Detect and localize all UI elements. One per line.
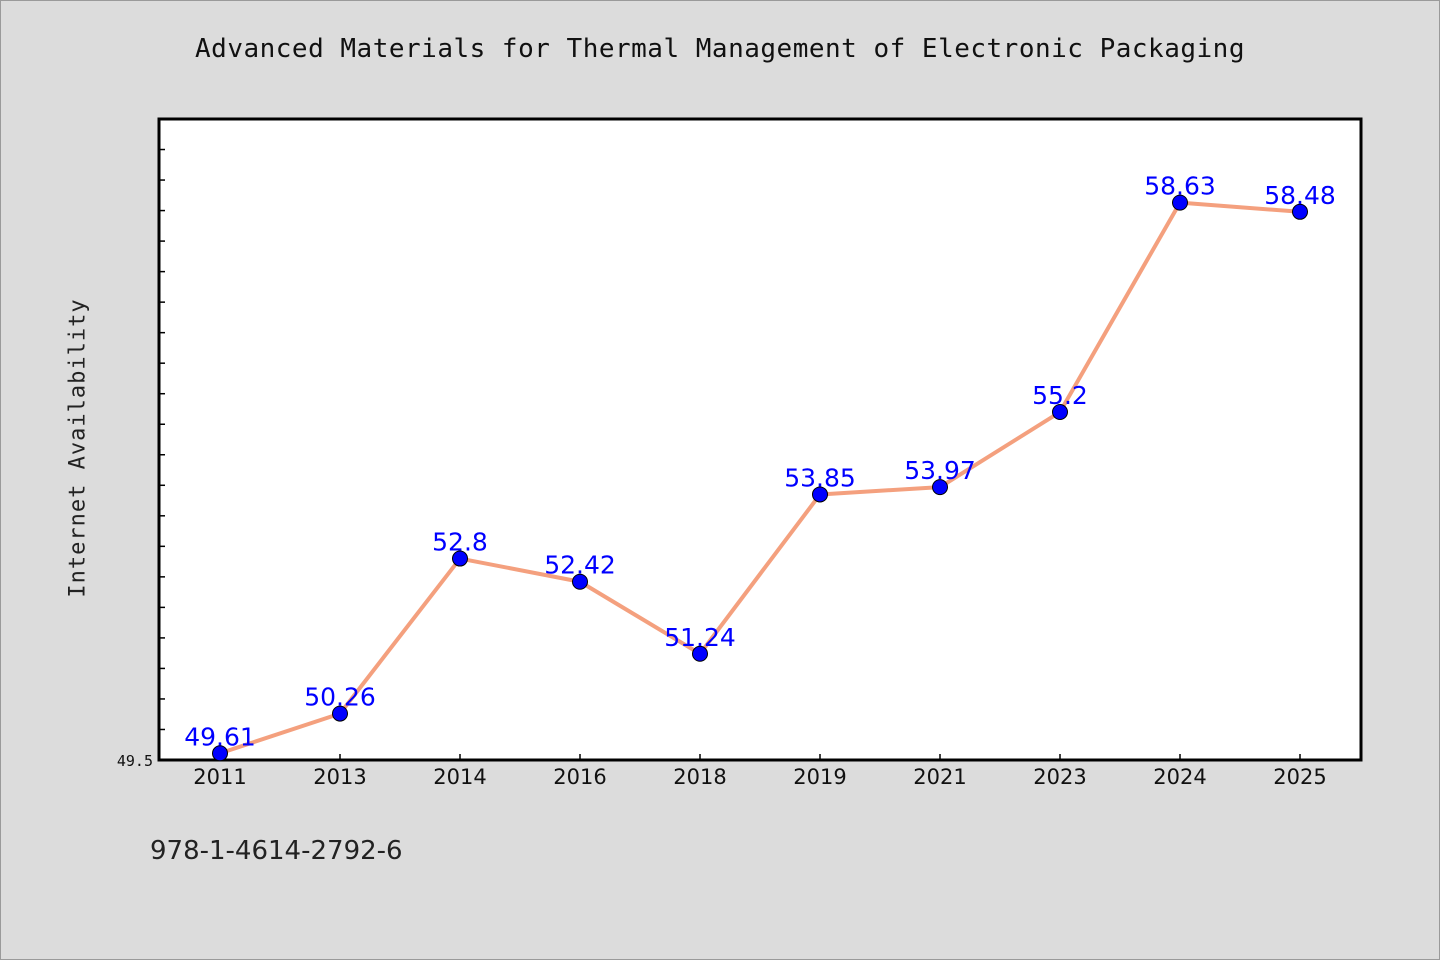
- y-axis-tick-labels: 49.5: [117, 752, 153, 770]
- plot-area: [157, 117, 1363, 762]
- x-tick-label: 2019: [793, 765, 846, 789]
- x-tick-label: 2021: [913, 765, 966, 789]
- y-axis-ticks: [159, 148, 165, 731]
- x-tick-label: 2024: [1153, 765, 1206, 789]
- data-label: 52.8: [432, 528, 488, 557]
- chart-title: Advanced Materials for Thermal Managemen…: [195, 34, 1245, 64]
- data-point: [212, 745, 228, 762]
- data-label: 50.26: [304, 683, 376, 712]
- data-point: [1292, 203, 1308, 220]
- data-point: [812, 486, 828, 503]
- x-tick-label: 2018: [673, 765, 726, 789]
- x-axis-tick-labels: 2011 2013 2014 2016 2018 2019 2021 2023 2024 2025: [193, 765, 1326, 789]
- data-point: [452, 550, 468, 567]
- data-point: [572, 573, 588, 590]
- data-point: [1172, 194, 1188, 211]
- data-label: 58.48: [1264, 181, 1336, 210]
- data-point: [692, 645, 708, 662]
- data-point: [932, 479, 948, 496]
- x-tick-label: 2023: [1033, 765, 1086, 789]
- series-lines: [219, 200, 1301, 756]
- x-tick-label: 2016: [553, 765, 606, 789]
- x-tick-label: 2025: [1273, 765, 1326, 789]
- y-tick-label: 49.5: [117, 752, 153, 770]
- data-label: 52.42: [544, 551, 616, 580]
- data-point: [1052, 404, 1068, 421]
- x-tick-label: 2011: [193, 765, 246, 789]
- data-label: 49.61: [184, 722, 256, 751]
- footnote-isbn: 978-1-4614-2792-6: [150, 836, 403, 866]
- data-label: 51.24: [664, 623, 736, 652]
- data-point: [332, 705, 348, 722]
- data-label: 53.85: [784, 463, 856, 492]
- x-tick-label: 2014: [433, 765, 486, 789]
- series-markers: [212, 194, 1308, 762]
- data-label: 55.2: [1032, 381, 1088, 410]
- series-line: [219, 200, 1301, 756]
- data-label: 58.63: [1144, 172, 1216, 201]
- data-labels: 49.61 50.26 52.8 52.42 51.24 53.85 53.97 55.2 58…: [184, 172, 1336, 752]
- x-tick-label: 2013: [313, 765, 366, 789]
- data-label: 53.97: [904, 456, 976, 485]
